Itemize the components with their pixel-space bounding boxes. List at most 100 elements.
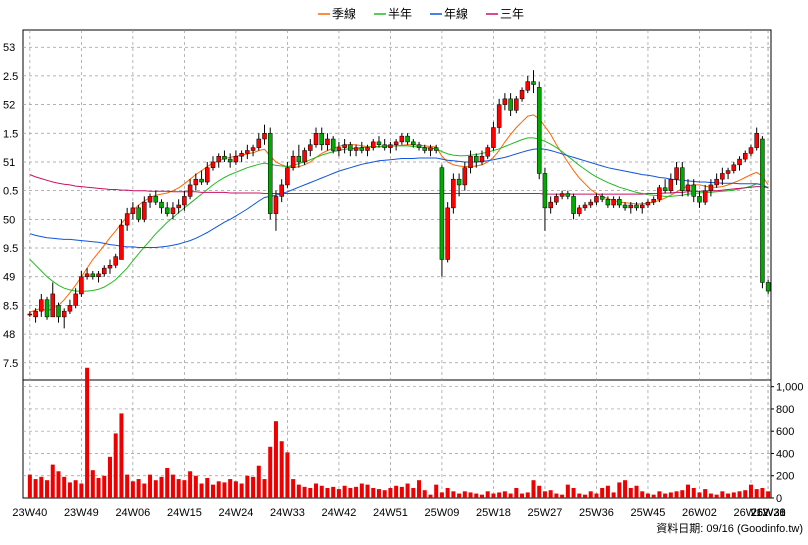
volume-bar — [210, 484, 216, 498]
volume-bar — [708, 493, 713, 498]
candle — [582, 202, 588, 211]
candle — [405, 133, 410, 145]
candle — [142, 196, 147, 223]
candle — [433, 144, 439, 154]
volume-bar — [165, 467, 170, 498]
candle — [760, 136, 765, 289]
candle — [319, 127, 324, 151]
volume-bar — [136, 479, 141, 498]
candle — [634, 202, 639, 211]
legend-label: 三年 — [500, 7, 524, 21]
volume-bar — [354, 486, 359, 498]
volume-tick-label: 800 — [776, 404, 794, 416]
ma-line — [29, 148, 769, 248]
candle — [542, 167, 548, 231]
volume-bar — [102, 475, 107, 498]
price-tick-label: 8.5 — [3, 300, 18, 312]
candle — [651, 196, 656, 205]
volume-bar — [663, 493, 668, 498]
volume-bar — [90, 470, 95, 498]
candle — [336, 141, 342, 157]
volume-bar — [594, 493, 599, 498]
candle — [451, 173, 456, 214]
candle — [685, 179, 691, 197]
volume-bar — [720, 491, 725, 498]
price-tick-label: 50 — [3, 214, 15, 226]
candle — [680, 161, 685, 197]
volume-bar — [600, 487, 605, 498]
volume-bar — [130, 481, 135, 498]
volume-bar — [640, 491, 645, 498]
candle — [216, 153, 221, 168]
candle — [445, 202, 450, 263]
candle — [147, 193, 153, 208]
volume-bar — [428, 494, 433, 498]
price-tick-label: 53 — [3, 42, 15, 54]
volume-bar — [697, 492, 702, 498]
candle — [187, 179, 193, 200]
x-tick-label: 25W09 — [424, 507, 459, 519]
candle — [113, 253, 118, 269]
candle — [222, 150, 227, 162]
candle — [742, 150, 748, 162]
price-tick-label: 7.5 — [3, 358, 18, 370]
volume-bar — [754, 489, 759, 498]
volume-bar — [651, 494, 656, 498]
candle — [193, 173, 199, 191]
volume-bar — [228, 479, 233, 498]
candle — [79, 270, 84, 297]
candle — [485, 144, 490, 160]
candle — [159, 199, 164, 214]
candle — [302, 147, 307, 165]
price-tick-label: 49 — [3, 272, 15, 284]
candle — [359, 141, 365, 154]
volume-bar — [514, 487, 519, 498]
candle — [227, 153, 233, 168]
x-tick-label: 24W33 — [270, 507, 305, 519]
candles — [27, 70, 771, 329]
x-tick-label: 26W12 — [734, 507, 769, 519]
volume-bar — [542, 491, 547, 498]
candle — [353, 144, 359, 157]
candle — [96, 270, 101, 283]
x-tick-label: 25W45 — [631, 507, 666, 519]
volume-bar — [457, 493, 462, 498]
candle — [199, 170, 204, 185]
price-axis: 7.5 48 8.5 49 9.5 50 0.5 51 1.5 52 2.5 53 — [3, 42, 18, 370]
volume-bar — [153, 480, 158, 498]
volume-tick-label: 0 — [776, 493, 782, 505]
volume-bar — [125, 474, 130, 498]
candle — [239, 150, 244, 162]
volume-bar — [50, 464, 55, 498]
candle — [605, 196, 611, 208]
candle — [256, 133, 262, 151]
volume-bar — [686, 484, 691, 498]
candle — [708, 179, 714, 197]
volume-bar — [170, 474, 175, 498]
candle — [290, 150, 296, 171]
candle — [233, 150, 239, 165]
volume-bar — [296, 484, 301, 498]
volume-bar — [439, 492, 444, 498]
volume-bar — [256, 465, 261, 498]
candle — [496, 98, 502, 134]
volume-bar — [605, 485, 610, 498]
candle — [50, 282, 56, 318]
volume-bar — [411, 487, 416, 498]
volume-bar — [691, 487, 696, 498]
volume-bar — [565, 484, 570, 498]
candle — [84, 268, 90, 280]
candle — [170, 202, 176, 220]
price-tick-label: 1.5 — [3, 128, 18, 140]
candle — [748, 144, 754, 157]
volume-bar — [251, 476, 256, 498]
candle — [588, 199, 593, 208]
x-tick-label: 26W21 — [751, 507, 786, 519]
candle — [502, 93, 508, 111]
candle — [33, 308, 38, 323]
volume-bar — [73, 480, 78, 498]
candle — [61, 308, 67, 329]
candle — [731, 161, 737, 174]
volume-bar — [107, 456, 112, 498]
